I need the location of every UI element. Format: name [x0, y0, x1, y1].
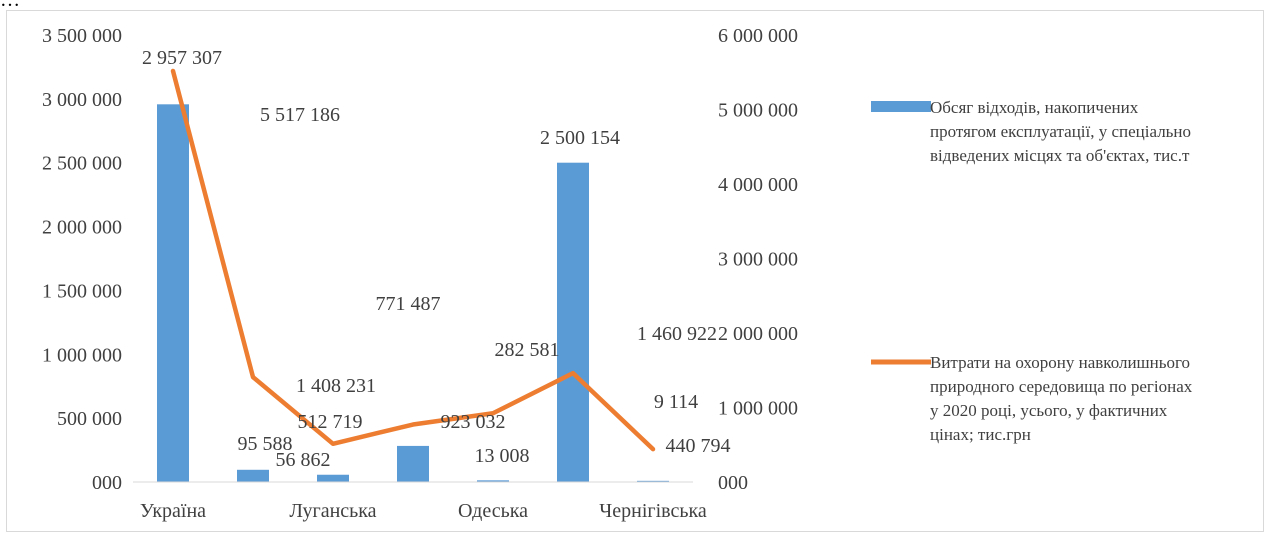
- bar-data-label: 2 957 307: [142, 47, 222, 69]
- bar-data-label: 13 008: [475, 445, 530, 467]
- left-tick-label: 1 500 000: [42, 280, 122, 302]
- x-tick-label: Одеська: [458, 500, 528, 522]
- bar-series: [157, 104, 669, 483]
- legend-bar-label: протягом експлуатації, у спеціально: [930, 122, 1191, 141]
- x-tick-label: Луганська: [289, 500, 376, 522]
- line-data-label: 1 408 231: [296, 375, 376, 397]
- line-data-label: 923 032: [441, 411, 506, 433]
- line-data-label: 5 517 186: [260, 104, 340, 126]
- bar-data-label: 9 114: [654, 391, 698, 413]
- bar-3: [397, 445, 429, 482]
- right-tick-label: 000: [718, 472, 748, 494]
- legend-bar-swatch: [871, 101, 931, 112]
- legend: Обсяг відходів, накопичених протягом експ…: [871, 98, 1193, 444]
- right-tick-label: 5 000 000: [718, 100, 798, 122]
- right-tick-label: 2 000 000: [718, 323, 798, 345]
- bar-data-label: 95 588: [238, 433, 293, 455]
- legend-line-label: Витрати на охорону навколишнього: [930, 353, 1190, 372]
- bar-data-label: 2 500 154: [540, 127, 620, 149]
- legend-line-label: цінах; тис.грн: [930, 425, 1031, 444]
- right-tick-label: 4 000 000: [718, 174, 798, 196]
- x-tick-label: Україна: [140, 500, 206, 522]
- bar-5: [557, 162, 589, 482]
- line-data-label: 440 794: [666, 435, 731, 457]
- right-tick-label: 1 000 000: [718, 398, 798, 420]
- left-tick-label: 000: [92, 472, 122, 494]
- line-data-label: 512 719: [298, 411, 363, 433]
- legend-bar-label: Обсяг відходів, накопичених: [930, 98, 1139, 117]
- left-tick-label: 500 000: [57, 408, 122, 430]
- right-axis: 000 1 000 000 2 000 000 3 000 000 4 000 000 5…: [718, 25, 798, 494]
- line-data-label: 771 487: [376, 293, 441, 315]
- line-series: [170, 68, 656, 452]
- left-tick-label: 2 000 000: [42, 217, 122, 239]
- cropped-header-text: …: [0, 0, 20, 11]
- left-tick-label: 3 500 000: [42, 25, 122, 47]
- bar-data-label: 56 862: [276, 449, 331, 471]
- bar-0: [157, 104, 189, 483]
- bar-1: [237, 469, 269, 482]
- bar-2: [317, 474, 349, 482]
- bar-6: [637, 480, 669, 482]
- bar-4: [477, 480, 509, 482]
- right-tick-label: 6 000 000: [718, 25, 798, 47]
- legend-bar-label: відведених місцях та об'єктах, тис.т: [930, 146, 1190, 165]
- bar-data-label: 282 581: [495, 339, 560, 361]
- x-tick-label: Чернігівська: [599, 500, 707, 522]
- left-axis: 000 500 000 1 000 000 1 500 000 2 000 000 2 5…: [42, 25, 122, 494]
- left-tick-label: 2 500 000: [42, 153, 122, 175]
- x-axis: Україна Луганська Одеська Чернігівська: [133, 481, 707, 522]
- legend-line-label: природного середовища по регіонах: [930, 377, 1193, 396]
- chart-frame: [6, 10, 1264, 532]
- legend-line-label: у 2020 році, усього, у фактичних: [930, 401, 1168, 420]
- line-data-label: 1 460 922: [637, 323, 717, 345]
- left-tick-label: 1 000 000: [42, 344, 122, 366]
- right-tick-label: 3 000 000: [718, 249, 798, 271]
- left-tick-label: 3 000 000: [42, 89, 122, 111]
